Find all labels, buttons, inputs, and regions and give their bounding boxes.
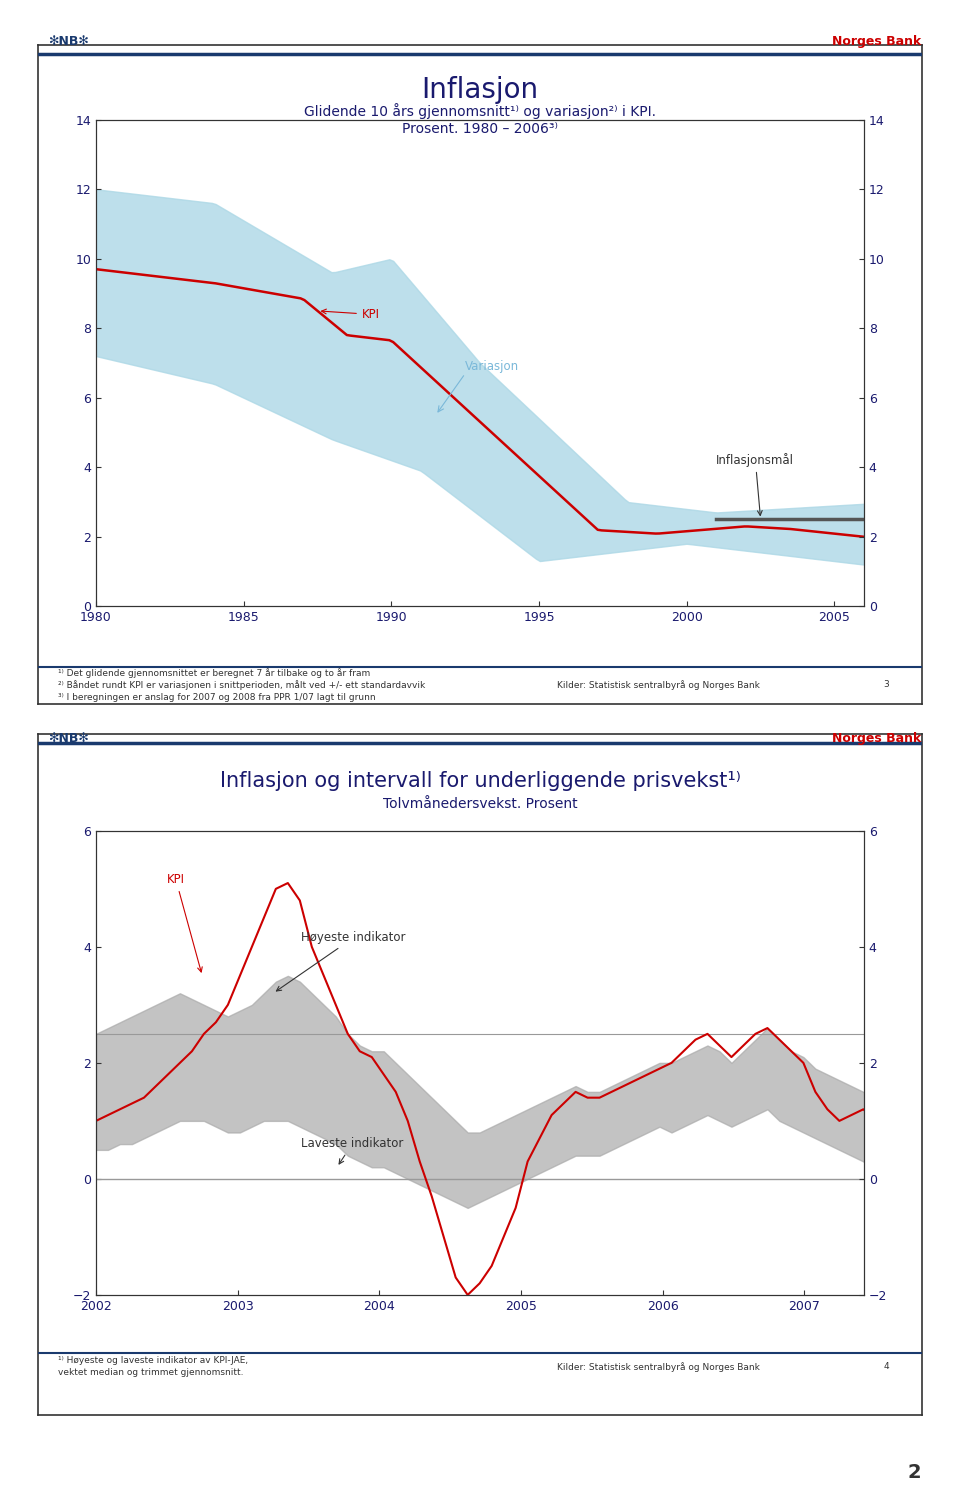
Text: KPI: KPI <box>322 308 380 320</box>
Text: Laveste indikator: Laveste indikator <box>301 1138 404 1165</box>
Text: 3: 3 <box>883 680 889 689</box>
Text: Norges Bank: Norges Bank <box>832 732 922 744</box>
Text: ³⁾ I beregningen er anslag for 2007 og 2008 fra PPR 1/07 lagt til grunn: ³⁾ I beregningen er anslag for 2007 og 2… <box>58 693 375 702</box>
Text: ¹⁾ Det glidende gjennomsnittet er beregnet 7 år tilbake og to år fram: ¹⁾ Det glidende gjennomsnittet er beregn… <box>58 668 370 678</box>
Text: Norges Bank: Norges Bank <box>832 36 922 48</box>
Text: ✻NB✻: ✻NB✻ <box>48 36 89 48</box>
Text: Prosent. 1980 – 2006³⁾: Prosent. 1980 – 2006³⁾ <box>402 121 558 136</box>
Text: ¹⁾ Høyeste og laveste indikator av KPI-JAE,: ¹⁾ Høyeste og laveste indikator av KPI-J… <box>58 1356 248 1365</box>
Text: vektet median og trimmet gjennomsnitt.: vektet median og trimmet gjennomsnitt. <box>58 1368 243 1377</box>
Text: Kilder: Statistisk sentralbyrå og Norges Bank: Kilder: Statistisk sentralbyrå og Norges… <box>557 1362 759 1373</box>
Text: ✻NB✻: ✻NB✻ <box>48 732 89 744</box>
Text: Inflasjonsmål: Inflasjonsmål <box>716 452 794 515</box>
Text: 2: 2 <box>908 1463 922 1482</box>
Text: Glidende 10 års gjennomsnitt¹⁾ og variasjon²⁾ i KPI.: Glidende 10 års gjennomsnitt¹⁾ og varias… <box>304 103 656 118</box>
Text: Inflasjon og intervall for underliggende prisvekst¹⁾: Inflasjon og intervall for underliggende… <box>220 771 740 792</box>
Text: KPI: KPI <box>167 873 203 972</box>
Text: Tolvmånedersvekst. Prosent: Tolvmånedersvekst. Prosent <box>383 796 577 811</box>
Text: Kilder: Statistisk sentralbyrå og Norges Bank: Kilder: Statistisk sentralbyrå og Norges… <box>557 680 759 690</box>
Text: Høyeste indikator: Høyeste indikator <box>276 931 406 991</box>
Text: Inflasjon: Inflasjon <box>421 76 539 103</box>
Text: Variasjon: Variasjon <box>466 359 519 373</box>
Text: 4: 4 <box>883 1362 889 1371</box>
Text: ²⁾ Båndet rundt KPI er variasjonen i snittperioden, målt ved +/- ett standardavv: ²⁾ Båndet rundt KPI er variasjonen i sni… <box>58 680 425 690</box>
